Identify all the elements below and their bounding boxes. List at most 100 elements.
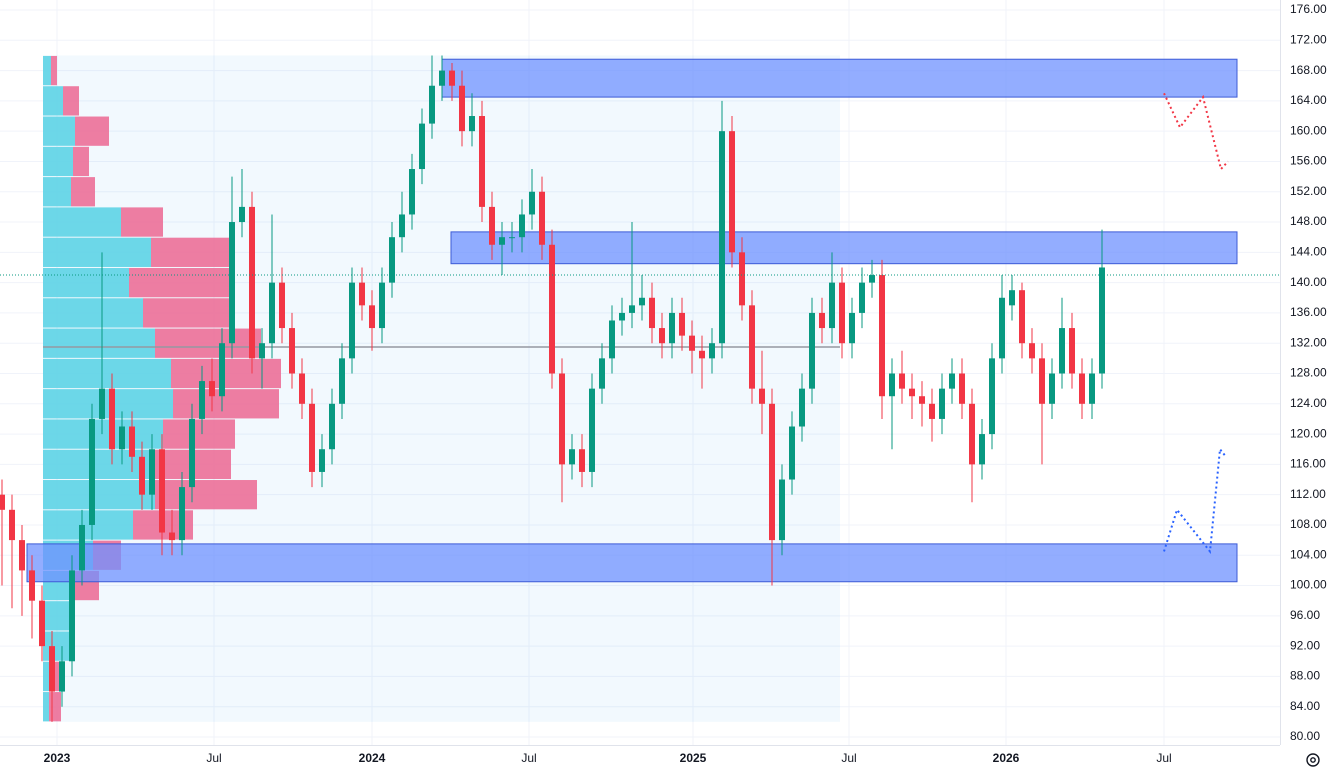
candle-body xyxy=(9,509,15,541)
candle-body xyxy=(669,312,675,344)
candle-body xyxy=(799,388,805,427)
candle-body xyxy=(1029,343,1035,359)
candle-body xyxy=(789,426,795,480)
candle-body xyxy=(379,282,385,329)
profile-up xyxy=(43,389,173,419)
projection-path xyxy=(1163,92,1229,172)
profile-down xyxy=(171,358,281,389)
candle-body xyxy=(239,206,245,223)
y-tick-label: 108.00 xyxy=(1290,517,1327,531)
candle-body xyxy=(449,70,455,86)
settings-icon[interactable] xyxy=(1306,753,1320,767)
profile-up xyxy=(43,86,63,116)
candle-body xyxy=(979,434,985,465)
y-tick-label: 152.00 xyxy=(1290,184,1327,198)
candle-body xyxy=(1009,290,1015,306)
y-tick-label: 84.00 xyxy=(1290,699,1320,713)
candle-body xyxy=(129,426,135,457)
candle-body xyxy=(299,373,305,404)
profile-up xyxy=(43,328,155,358)
candle-body xyxy=(259,343,265,359)
y-tick-label: 140.00 xyxy=(1290,275,1327,289)
candle-body xyxy=(849,312,855,344)
candle-body xyxy=(229,222,235,344)
profile-up xyxy=(43,177,71,207)
candle-body xyxy=(429,85,435,124)
profile-up xyxy=(43,480,155,510)
candle-body xyxy=(589,388,595,472)
candle-body xyxy=(39,600,45,647)
candle-body xyxy=(879,275,885,397)
candle-body xyxy=(159,449,165,533)
x-tick-label: 2025 xyxy=(680,751,707,765)
candle-body xyxy=(69,570,75,662)
candle-body xyxy=(479,116,485,207)
candle-body xyxy=(1099,267,1105,374)
y-tick-label: 104.00 xyxy=(1290,547,1327,561)
profile-down xyxy=(73,146,89,177)
candle-body xyxy=(579,449,585,472)
candle-body xyxy=(1089,373,1095,404)
candle-body xyxy=(89,418,95,525)
value-area xyxy=(43,55,840,722)
y-tick-label: 164.00 xyxy=(1290,93,1327,107)
candle-body xyxy=(179,487,185,541)
candle-body xyxy=(139,456,145,495)
candle-body xyxy=(529,191,535,215)
profile-down xyxy=(75,116,109,146)
candle-body xyxy=(719,131,725,344)
profile-down xyxy=(129,267,229,298)
candle-body xyxy=(609,320,615,359)
zone xyxy=(26,543,1238,583)
candle-body xyxy=(249,206,255,359)
profile-up xyxy=(43,267,129,298)
profile-up xyxy=(43,116,75,146)
candle-body xyxy=(269,282,275,344)
candle-body xyxy=(279,282,285,329)
candle-body xyxy=(959,373,965,404)
y-tick-label: 168.00 xyxy=(1290,63,1327,77)
candle-body xyxy=(1039,358,1045,404)
candle-body xyxy=(989,358,995,435)
candle-body xyxy=(999,297,1005,359)
candle-body xyxy=(1079,373,1085,404)
candle-body xyxy=(929,403,935,419)
y-tick-label: 88.00 xyxy=(1290,669,1320,683)
candle-body xyxy=(439,70,445,86)
x-tick-label: 2026 xyxy=(993,751,1020,765)
candle-body xyxy=(809,312,815,389)
candle-body xyxy=(629,305,635,313)
zone xyxy=(441,58,1238,98)
candle-body xyxy=(559,373,565,465)
candle-body xyxy=(219,343,225,397)
x-tick-label: Jul xyxy=(521,751,536,765)
candle-body xyxy=(539,191,545,245)
profile-down xyxy=(155,328,261,358)
profile-up xyxy=(43,207,121,237)
profile-down xyxy=(151,237,229,267)
candle-body xyxy=(109,388,115,450)
candle-body xyxy=(919,396,925,404)
candle-body xyxy=(409,169,415,215)
y-tick-label: 128.00 xyxy=(1290,366,1327,380)
candle-body xyxy=(729,131,735,253)
candle-body xyxy=(459,85,465,132)
candle-body xyxy=(329,403,335,450)
y-tick-label: 136.00 xyxy=(1290,305,1327,319)
profile-up xyxy=(43,631,73,661)
candle-body xyxy=(569,449,575,465)
candle-body xyxy=(389,237,395,283)
candle-body xyxy=(119,426,125,450)
candle-body xyxy=(769,403,775,541)
candle-body xyxy=(319,449,325,472)
profile-up xyxy=(43,601,73,631)
profile-down xyxy=(121,207,163,237)
projection-path xyxy=(1163,446,1227,555)
candle-body xyxy=(549,244,555,374)
candle-body xyxy=(639,297,645,306)
x-tick-label: 2024 xyxy=(359,751,386,765)
profile-up xyxy=(43,298,143,328)
candle-body xyxy=(489,206,495,245)
candle-body xyxy=(619,312,625,321)
candle-body xyxy=(759,388,765,404)
